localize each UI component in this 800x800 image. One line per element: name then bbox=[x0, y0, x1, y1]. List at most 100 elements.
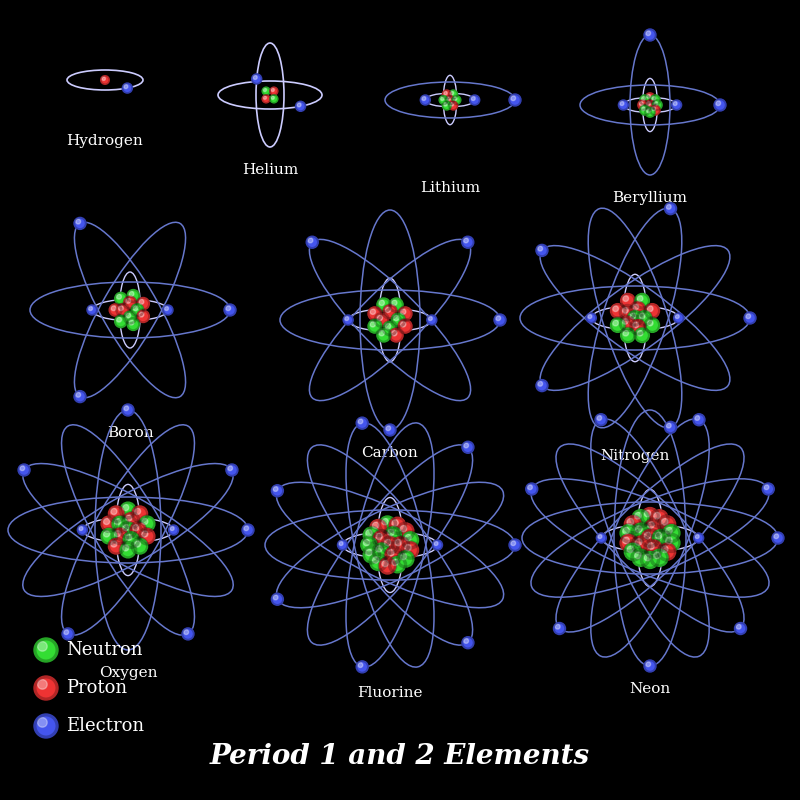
Circle shape bbox=[253, 75, 257, 79]
Circle shape bbox=[34, 714, 58, 738]
Circle shape bbox=[635, 294, 650, 308]
Circle shape bbox=[343, 315, 354, 325]
Circle shape bbox=[511, 541, 516, 546]
Circle shape bbox=[124, 85, 128, 89]
Circle shape bbox=[634, 512, 642, 519]
Circle shape bbox=[163, 305, 173, 315]
Circle shape bbox=[134, 508, 141, 514]
Circle shape bbox=[642, 551, 658, 569]
Circle shape bbox=[308, 238, 313, 243]
Circle shape bbox=[34, 638, 58, 662]
Circle shape bbox=[675, 314, 679, 318]
Circle shape bbox=[644, 660, 656, 672]
Circle shape bbox=[536, 245, 548, 257]
Circle shape bbox=[439, 96, 448, 104]
Circle shape bbox=[646, 31, 650, 35]
Circle shape bbox=[374, 543, 390, 559]
Circle shape bbox=[34, 676, 58, 700]
Circle shape bbox=[400, 554, 406, 560]
Circle shape bbox=[137, 310, 150, 322]
Circle shape bbox=[654, 512, 660, 519]
Circle shape bbox=[123, 513, 139, 528]
Circle shape bbox=[651, 510, 668, 526]
Circle shape bbox=[78, 525, 87, 535]
Circle shape bbox=[117, 317, 122, 322]
Circle shape bbox=[645, 107, 655, 117]
Circle shape bbox=[133, 306, 138, 310]
Circle shape bbox=[126, 298, 130, 303]
Circle shape bbox=[20, 466, 25, 470]
Circle shape bbox=[658, 543, 676, 560]
Circle shape bbox=[345, 317, 349, 321]
Circle shape bbox=[446, 96, 454, 104]
Circle shape bbox=[621, 294, 635, 308]
Circle shape bbox=[117, 304, 129, 316]
Circle shape bbox=[87, 305, 97, 315]
Circle shape bbox=[464, 443, 469, 448]
Circle shape bbox=[382, 518, 388, 525]
Circle shape bbox=[674, 313, 684, 323]
Circle shape bbox=[398, 319, 412, 333]
Circle shape bbox=[358, 419, 362, 424]
Text: Hydrogen: Hydrogen bbox=[66, 134, 143, 148]
Circle shape bbox=[366, 549, 372, 555]
Text: Carbon: Carbon bbox=[362, 446, 418, 460]
Circle shape bbox=[596, 533, 606, 543]
Circle shape bbox=[613, 320, 618, 326]
Text: Neon: Neon bbox=[630, 682, 670, 696]
Circle shape bbox=[511, 96, 516, 101]
Circle shape bbox=[620, 306, 634, 320]
Circle shape bbox=[76, 393, 81, 398]
Circle shape bbox=[386, 426, 390, 430]
Circle shape bbox=[383, 305, 397, 318]
Circle shape bbox=[658, 516, 676, 533]
Circle shape bbox=[18, 464, 30, 476]
Circle shape bbox=[368, 319, 382, 333]
Circle shape bbox=[363, 546, 379, 563]
Circle shape bbox=[744, 312, 756, 324]
Circle shape bbox=[734, 622, 746, 634]
Circle shape bbox=[114, 518, 121, 525]
Circle shape bbox=[716, 101, 721, 106]
Circle shape bbox=[645, 93, 655, 102]
Circle shape bbox=[434, 542, 438, 546]
Circle shape bbox=[372, 557, 379, 563]
Circle shape bbox=[370, 554, 386, 570]
Circle shape bbox=[441, 97, 444, 101]
Circle shape bbox=[695, 534, 699, 538]
Circle shape bbox=[295, 102, 306, 111]
Circle shape bbox=[622, 527, 630, 534]
Circle shape bbox=[509, 94, 521, 106]
Circle shape bbox=[391, 300, 397, 306]
Circle shape bbox=[647, 320, 653, 326]
Circle shape bbox=[642, 530, 658, 546]
Circle shape bbox=[714, 99, 726, 111]
Circle shape bbox=[124, 311, 136, 323]
Circle shape bbox=[372, 522, 379, 529]
Circle shape bbox=[405, 544, 411, 551]
Circle shape bbox=[422, 97, 426, 101]
Circle shape bbox=[271, 594, 283, 606]
Circle shape bbox=[651, 550, 668, 566]
Circle shape bbox=[62, 628, 74, 640]
Circle shape bbox=[620, 525, 637, 542]
Circle shape bbox=[462, 637, 474, 649]
Circle shape bbox=[622, 318, 628, 324]
Circle shape bbox=[663, 534, 680, 551]
Circle shape bbox=[662, 546, 668, 553]
Circle shape bbox=[509, 539, 521, 551]
Circle shape bbox=[632, 550, 649, 566]
Circle shape bbox=[442, 102, 451, 110]
Circle shape bbox=[182, 628, 194, 640]
Circle shape bbox=[124, 297, 136, 309]
Circle shape bbox=[101, 76, 110, 84]
Circle shape bbox=[273, 486, 278, 491]
Circle shape bbox=[374, 530, 390, 547]
Circle shape bbox=[139, 299, 144, 304]
Circle shape bbox=[645, 100, 655, 110]
Circle shape bbox=[114, 292, 127, 305]
Circle shape bbox=[647, 542, 654, 550]
Circle shape bbox=[462, 236, 474, 248]
Circle shape bbox=[635, 538, 642, 546]
Circle shape bbox=[647, 522, 654, 528]
